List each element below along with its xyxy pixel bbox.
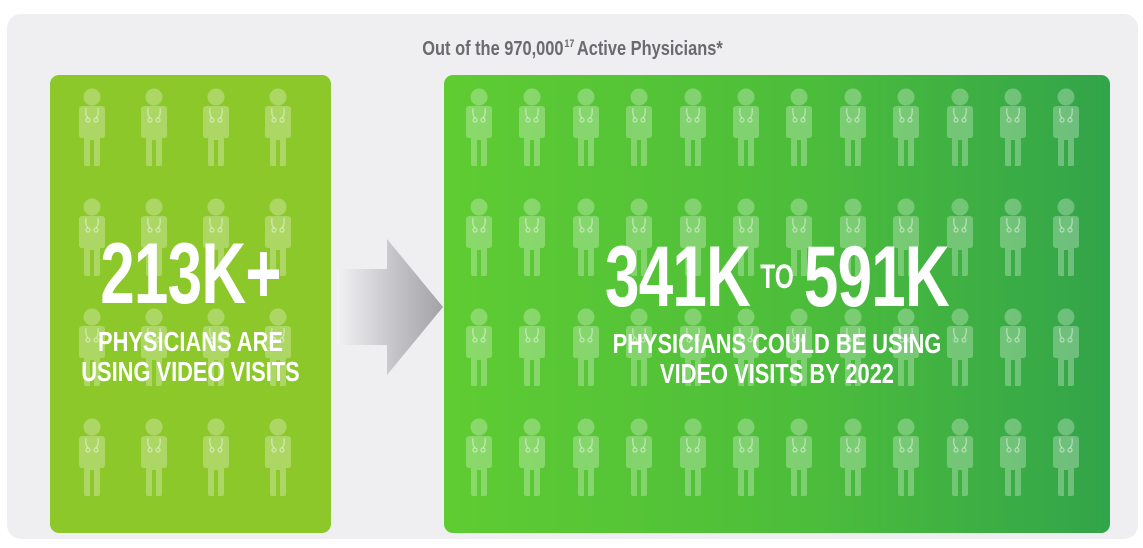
current-caption-line-2: USING VIDEO VISITS bbox=[81, 356, 300, 387]
physician-icon bbox=[676, 88, 710, 166]
physician-icon bbox=[1049, 308, 1083, 386]
current-users-caption: PHYSICIANS ARE USING VIDEO VISITS bbox=[81, 327, 300, 387]
physician-icon bbox=[515, 198, 549, 276]
projected-users-range: 341K TO 591K bbox=[537, 228, 1017, 327]
physician-icon bbox=[782, 308, 816, 386]
title-suffix: Active Physicians* bbox=[576, 38, 723, 60]
infographic-title: Out of the 970,00017 Active Physicians* bbox=[109, 38, 1036, 61]
physician-icon bbox=[676, 308, 710, 386]
physician-icon bbox=[729, 88, 763, 166]
physician-icon bbox=[569, 308, 603, 386]
physician-icon bbox=[943, 308, 977, 386]
projected-caption-line-1: PHYSICIANS COULD BE USING bbox=[612, 328, 942, 359]
physician-icon bbox=[889, 198, 923, 276]
title-prefix: Out of the 970,000 bbox=[422, 38, 564, 60]
physician-icon bbox=[462, 308, 496, 386]
physician-icon bbox=[462, 198, 496, 276]
projected-high: 591K bbox=[803, 229, 950, 325]
physician-icon bbox=[199, 88, 233, 166]
physician-icon bbox=[889, 308, 923, 386]
current-users-panel: 213K+ PHYSICIANS ARE USING VIDEO VISITS bbox=[50, 75, 331, 533]
physician-icon bbox=[462, 88, 496, 166]
physician-icon bbox=[261, 308, 295, 386]
physician-icon bbox=[199, 308, 233, 386]
physician-icon bbox=[75, 308, 109, 386]
physician-icon bbox=[836, 88, 870, 166]
current-caption-line-1: PHYSICIANS ARE bbox=[98, 326, 283, 357]
projected-users-panel: 341K TO 591K PHYSICIANS COULD BE USING VID… bbox=[444, 75, 1110, 533]
physician-icon bbox=[943, 418, 977, 496]
physician-icon bbox=[569, 418, 603, 496]
physician-icon bbox=[515, 418, 549, 496]
physician-icon bbox=[1049, 88, 1083, 166]
physician-icon bbox=[137, 88, 171, 166]
physician-icon bbox=[889, 418, 923, 496]
physician-icon bbox=[261, 88, 295, 166]
physician-icon bbox=[137, 308, 171, 386]
physician-icon-grid bbox=[444, 75, 1110, 533]
physician-icon bbox=[622, 308, 656, 386]
physician-icon bbox=[515, 88, 549, 166]
physician-icon bbox=[836, 198, 870, 276]
physician-icon bbox=[462, 418, 496, 496]
physician-icon bbox=[836, 418, 870, 496]
physician-icon bbox=[515, 308, 549, 386]
physician-icon bbox=[199, 198, 233, 276]
physician-icon bbox=[996, 88, 1030, 166]
physician-icon bbox=[996, 308, 1030, 386]
physician-icon bbox=[622, 88, 656, 166]
physician-icon bbox=[137, 418, 171, 496]
footnote-marker: 17 bbox=[564, 38, 575, 50]
physician-icon bbox=[1049, 418, 1083, 496]
physician-icon bbox=[943, 88, 977, 166]
physician-icon bbox=[729, 308, 763, 386]
physician-icon bbox=[1049, 198, 1083, 276]
physician-icon bbox=[261, 418, 295, 496]
physician-icon bbox=[676, 418, 710, 496]
physician-icon bbox=[889, 88, 923, 166]
projected-users-caption: PHYSICIANS COULD BE USING VIDEO VISITS B… bbox=[517, 329, 1036, 389]
physician-icon bbox=[75, 88, 109, 166]
physician-icon bbox=[729, 418, 763, 496]
physician-icon bbox=[622, 198, 656, 276]
physician-icon-grid bbox=[50, 75, 331, 533]
physician-icon bbox=[75, 418, 109, 496]
physician-icon bbox=[943, 198, 977, 276]
physician-icon bbox=[729, 198, 763, 276]
physician-icon bbox=[782, 88, 816, 166]
projected-caption-line-2: VIDEO VISITS BY 2022 bbox=[660, 358, 894, 389]
physician-icon bbox=[836, 308, 870, 386]
physician-icon bbox=[261, 198, 295, 276]
arrow-right-icon bbox=[337, 239, 443, 375]
physician-icon bbox=[782, 198, 816, 276]
infographic-frame: Out of the 970,00017 Active Physicians* bbox=[7, 14, 1138, 539]
physician-icon bbox=[569, 198, 603, 276]
physician-icon bbox=[569, 88, 603, 166]
physician-icon bbox=[199, 418, 233, 496]
projected-low: 341K bbox=[604, 229, 751, 325]
physician-icon bbox=[996, 418, 1030, 496]
physician-icon bbox=[75, 198, 109, 276]
current-users-number: 213K+ bbox=[100, 226, 281, 322]
physician-icon bbox=[782, 418, 816, 496]
physician-icon bbox=[622, 418, 656, 496]
range-connector: TO bbox=[760, 258, 794, 296]
physician-icon bbox=[996, 198, 1030, 276]
physician-icon bbox=[137, 198, 171, 276]
physician-icon bbox=[676, 198, 710, 276]
